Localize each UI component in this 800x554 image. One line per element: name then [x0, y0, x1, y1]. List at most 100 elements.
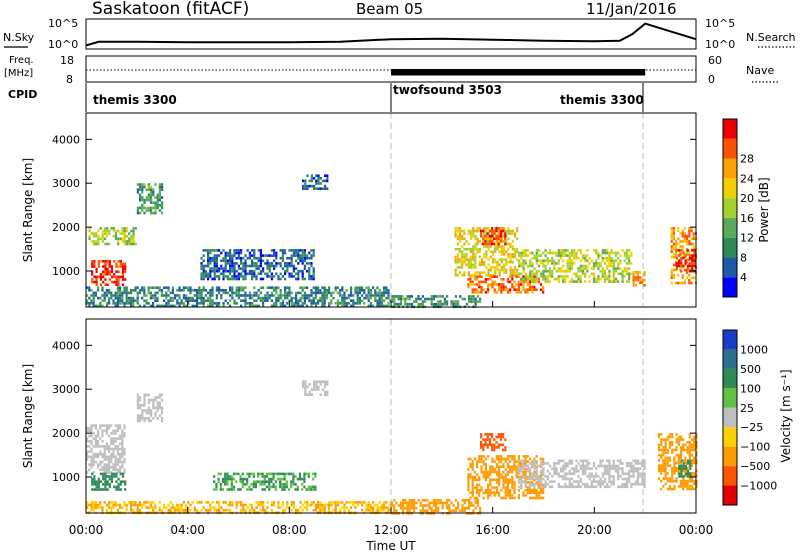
velocity-cell — [506, 462, 509, 466]
velocity-cell — [619, 459, 622, 463]
power-cell — [88, 302, 91, 305]
power-cell — [553, 264, 556, 268]
power-cell — [516, 250, 519, 254]
power-cell — [511, 253, 514, 256]
power-cell — [473, 291, 476, 294]
velocity-cell — [679, 482, 683, 486]
power-cell — [125, 294, 128, 297]
velocity-cell — [110, 447, 113, 451]
power-cell — [117, 278, 120, 281]
power-cell — [150, 193, 153, 197]
power-cell — [513, 280, 516, 284]
power-cell — [478, 275, 481, 278]
power-cell — [104, 267, 107, 271]
power-cell — [209, 249, 212, 252]
power-cell — [544, 280, 547, 283]
velocity-cell — [682, 475, 685, 478]
velocity-cell — [347, 501, 350, 504]
power-cell — [204, 269, 207, 273]
power-cell — [539, 283, 543, 286]
velocity-cell — [263, 480, 266, 483]
power-cell — [92, 304, 95, 308]
velocity-cell — [608, 480, 611, 483]
velocity-cell — [262, 503, 265, 507]
velocity-cell — [421, 506, 424, 510]
velocity-cell — [518, 459, 521, 463]
power-cell — [321, 291, 324, 295]
velocity-cell — [161, 409, 164, 412]
power-cell — [204, 294, 207, 297]
velocity-cell — [154, 414, 157, 417]
power-cell — [522, 283, 525, 286]
power-cell — [588, 256, 591, 260]
power-cell — [163, 304, 166, 308]
velocity-cell — [92, 452, 95, 456]
power-cell — [393, 297, 396, 301]
power-cell — [132, 296, 135, 300]
velocity-cell — [345, 506, 348, 509]
power-colorbar-label: 16 — [740, 212, 754, 225]
power-cell — [215, 269, 218, 273]
power-cell — [215, 259, 218, 263]
power-cell — [504, 237, 507, 241]
power-cell — [156, 198, 159, 202]
power-cell — [522, 254, 525, 257]
velocity-cell — [123, 501, 126, 504]
power-cell — [378, 302, 381, 305]
power-cell — [617, 262, 620, 265]
power-cell — [103, 294, 106, 297]
velocity-cell — [537, 491, 540, 495]
power-cell — [546, 259, 549, 263]
power-cell — [132, 304, 135, 308]
power-cell — [93, 262, 96, 266]
power-cell — [200, 267, 203, 270]
power-cell — [253, 264, 256, 268]
power-cell — [393, 300, 396, 303]
power-cell — [240, 251, 243, 255]
velocity-cell — [116, 426, 119, 430]
power-cell — [562, 277, 565, 281]
velocity-cell — [235, 480, 238, 483]
power-cell — [557, 251, 560, 255]
power-cell — [688, 254, 692, 257]
power-cell — [209, 262, 212, 265]
power-cell — [156, 206, 159, 210]
power-cell — [167, 294, 170, 297]
power-cell — [284, 277, 287, 281]
power-cell — [264, 294, 267, 297]
power-cell — [235, 262, 238, 265]
power-cell — [339, 289, 342, 292]
power-cell — [509, 275, 512, 278]
power-cell — [465, 263, 468, 267]
power-cell — [270, 264, 273, 268]
velocity-cell — [509, 468, 512, 471]
power-cell — [301, 289, 304, 292]
power-cell — [257, 289, 260, 292]
power-cell — [557, 262, 560, 265]
power-cell — [314, 291, 317, 295]
velocity-cell — [426, 509, 429, 512]
velocity-cell — [666, 456, 669, 460]
velocity-cell — [467, 486, 470, 489]
velocity-cell — [114, 437, 117, 440]
power-cell — [470, 297, 473, 301]
power-cell — [679, 245, 682, 248]
power-cell — [198, 289, 201, 292]
power-cell — [90, 302, 93, 305]
velocity-cell — [224, 483, 227, 486]
power-cell — [513, 285, 516, 289]
power-cell — [395, 295, 398, 298]
power-cell — [222, 275, 225, 278]
power-cell — [517, 288, 520, 291]
power-cell — [551, 256, 554, 260]
velocity-cell — [657, 469, 661, 473]
velocity-cell — [666, 477, 669, 480]
velocity-cell — [614, 464, 618, 468]
power-cell — [161, 196, 164, 199]
power-cell — [537, 269, 541, 273]
power-cell — [529, 272, 532, 276]
velocity-cell — [283, 488, 286, 491]
power-cell — [229, 286, 232, 289]
power-cell — [677, 264, 681, 268]
power-cell — [471, 288, 474, 291]
